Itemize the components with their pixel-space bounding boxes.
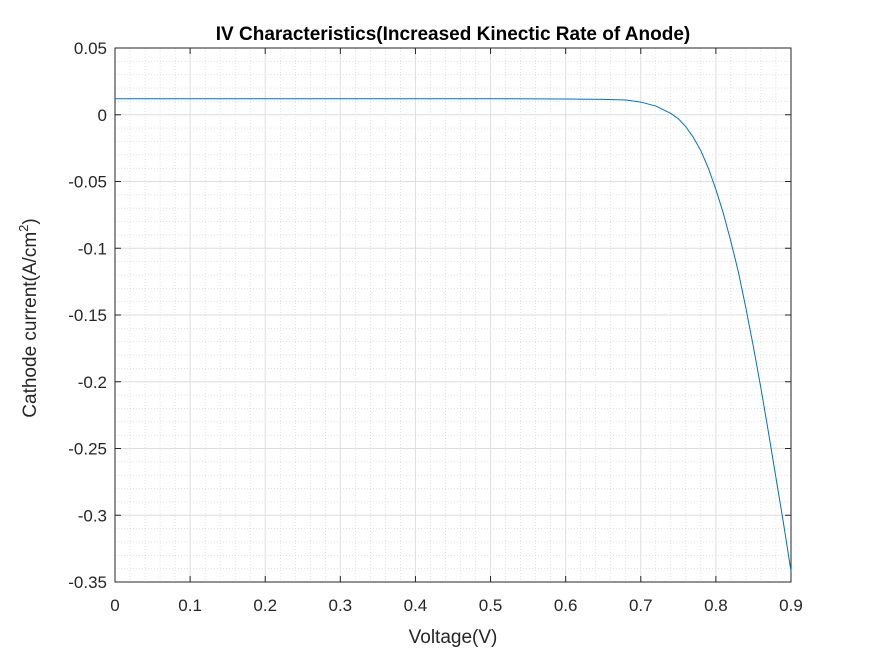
tick-marks	[114, 47, 792, 583]
y-tick-label: -0.05	[68, 173, 107, 192]
x-tick-label: 0.1	[178, 596, 202, 615]
x-tick-label: 0.4	[404, 596, 428, 615]
x-tick-labels: 0 0.1 0.2 0.3 0.4 0.5 0.6 0.7 0.8 0.9	[110, 596, 803, 615]
x-tick-label: 0	[110, 596, 119, 615]
y-tick-label: -0.2	[78, 373, 107, 392]
x-tick-label: 0.3	[329, 596, 353, 615]
y-tick-label: -0.1	[78, 239, 107, 258]
x-tick-label: 0.2	[253, 596, 277, 615]
y-tick-label: -0.35	[68, 573, 107, 592]
x-tick-label: 0.7	[629, 596, 653, 615]
major-grid	[114, 47, 792, 583]
series-line	[115, 98, 792, 572]
y-tick-labels: 0.05 0 -0.05 -0.1 -0.15 -0.2 -0.25 -0.3 -0.35	[68, 39, 107, 592]
chart-title: IV Characteristics(Increased Kinectic Ra…	[216, 24, 690, 45]
x-tick-label: 0.9	[779, 596, 803, 615]
x-axis-label: Voltage(V)	[409, 627, 498, 648]
y-tick-label: -0.3	[78, 506, 107, 525]
y-axis-label: Cathode current(A/cm2)	[16, 218, 41, 417]
y-axis-label-superscript: 2	[16, 225, 31, 232]
y-tick-label: -0.25	[68, 440, 107, 459]
y-tick-label: 0	[98, 106, 107, 125]
x-tick-label: 0.8	[704, 596, 728, 615]
y-axis-label-main: Cathode current(A/cm	[20, 232, 41, 418]
x-tick-label: 0.6	[554, 596, 578, 615]
y-tick-label: 0.05	[74, 39, 107, 58]
x-tick-label: 0.5	[479, 596, 503, 615]
y-tick-label: -0.15	[68, 306, 107, 325]
y-axis-label-close: )	[20, 218, 41, 224]
